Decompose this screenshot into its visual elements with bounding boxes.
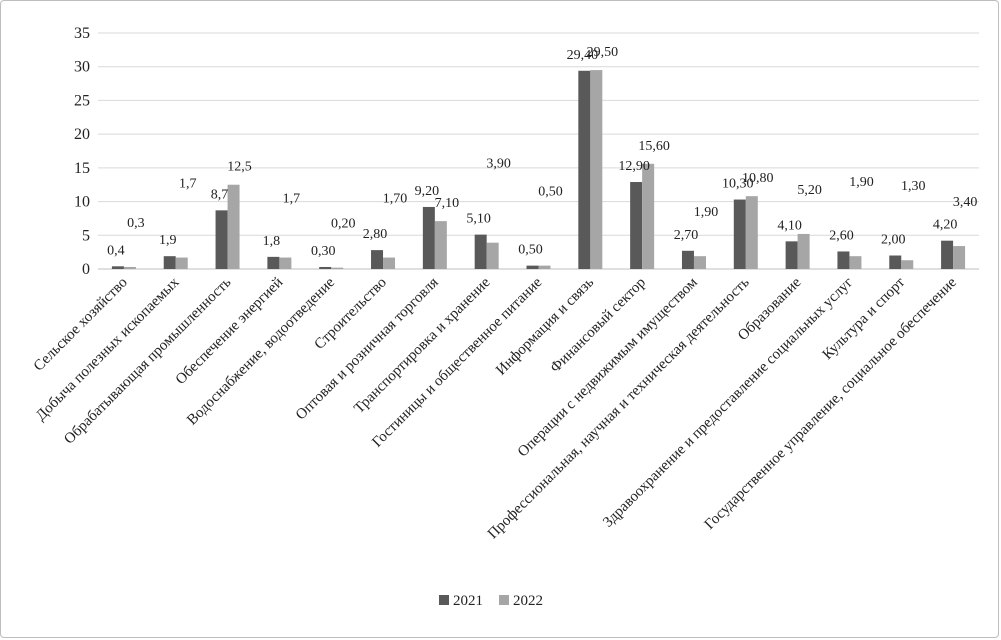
x-category-label: Сельское хозяйство (31, 275, 131, 375)
bar-2022-2 (227, 184, 240, 269)
data-label-2021-15: 2,00 (881, 233, 906, 248)
bar-2022-1 (175, 257, 188, 269)
bar-2022-14 (849, 256, 862, 269)
data-label-2022-14: 1,90 (849, 175, 874, 190)
y-tick-label: 25 (74, 92, 90, 109)
data-label-2021-13: 4,10 (777, 218, 802, 233)
bar-2022-13 (797, 233, 810, 269)
x-category-label: Информация и связь (493, 274, 597, 378)
bar-2021-8 (526, 265, 539, 269)
bar-2022-6 (434, 221, 447, 269)
x-category-label: Операции с недвижимым имуществом (515, 274, 701, 460)
data-label-2021-14: 2,60 (829, 228, 854, 243)
data-label-2021-1: 1,9 (159, 233, 177, 248)
bar-2021-7 (474, 234, 487, 269)
data-label-2022-15: 1,30 (901, 179, 926, 194)
data-label-2021-9: 29,40 (567, 48, 599, 63)
data-label-2022-16: 3,40 (953, 195, 978, 210)
gridlines (98, 32, 979, 270)
x-category-label: Финансовый сектор (547, 275, 649, 377)
y-axis: 0 5 10 15 20 25 30 35 (74, 25, 90, 278)
data-label-2021-11: 2,70 (674, 228, 699, 243)
bar-2021-12 (733, 199, 746, 269)
bar-2021-3 (267, 256, 280, 269)
bar-2022-7 (486, 242, 499, 269)
bar-2021-10 (630, 182, 643, 269)
bar-2022-4 (331, 267, 344, 269)
data-label-2021-8: 0,50 (518, 243, 543, 258)
data-label-2022-2: 12,5 (227, 160, 252, 175)
bar-2021-13 (785, 241, 798, 269)
data-label-2021-2: 8,7 (211, 187, 229, 202)
data-label-2022-13: 5,20 (797, 183, 822, 198)
data-label-2022-0: 0,3 (127, 216, 145, 231)
bar-2021-1 (163, 256, 176, 269)
data-label-2022-8: 0,50 (538, 185, 563, 200)
bar-2022-10 (642, 163, 655, 269)
y-tick-label: 15 (74, 160, 90, 177)
x-category-label: Государственное управление, социальное о… (702, 274, 961, 533)
data-label-2021-12: 10,30 (722, 177, 754, 192)
y-tick-label: 30 (74, 59, 90, 76)
data-label-2021-16: 4,20 (933, 218, 958, 233)
data-label-2022-6: 7,10 (435, 196, 460, 211)
bar-2021-4 (319, 266, 332, 269)
data-label-2022-12: 10,80 (742, 171, 774, 186)
data-label-2021-3: 1,8 (263, 234, 281, 249)
data-label-2021-4: 0,30 (311, 244, 336, 259)
legend-label-2021: 2021 (453, 593, 483, 609)
bar-2022-9 (590, 70, 603, 269)
bar-2022-3 (279, 257, 292, 269)
bar-2021-6 (422, 206, 435, 269)
bar-2022-0 (123, 266, 136, 269)
legend-label-2022: 2022 (513, 593, 543, 609)
data-label-2021-10: 12,90 (618, 159, 650, 174)
data-label-2022-5: 1,70 (383, 192, 408, 207)
data-label-2022-10: 15,60 (638, 139, 670, 154)
bar-2021-9 (578, 70, 591, 269)
bar-2022-11 (693, 256, 706, 269)
x-category-label: Здравоохранение и предоставление социаль… (600, 275, 856, 531)
data-labels: 0,40,3 1,9 1,7 8,7 12,5 1,8 1,7 0,30 0,20 2,80 1,7… (107, 45, 977, 259)
bar-2022-8 (538, 265, 551, 269)
bar-2021-2 (215, 210, 228, 269)
bar-2022-16 (953, 246, 966, 269)
data-label-2021-7: 5,10 (466, 212, 491, 227)
legend-swatch-2022 (499, 595, 509, 605)
bars (111, 70, 966, 269)
data-label-2022-11: 1,90 (694, 205, 719, 220)
data-label-2022-3: 1,7 (283, 192, 301, 207)
y-tick-label: 20 (74, 126, 90, 143)
data-label-2022-7: 3,90 (486, 157, 511, 172)
data-label-2022-9: 29,50 (587, 45, 619, 60)
y-tick-label: 35 (74, 25, 90, 42)
legend-swatch-2021 (439, 595, 449, 605)
y-tick-label: 10 (74, 194, 90, 211)
y-tick-label: 5 (82, 227, 90, 244)
data-label-2021-0: 0,4 (107, 243, 125, 258)
data-label-2021-6: 9,20 (415, 184, 440, 199)
data-label-2022-1: 1,7 (179, 177, 197, 192)
bar-2022-15 (901, 260, 914, 269)
bar-2021-16 (941, 240, 954, 269)
bar-2021-0 (111, 266, 124, 269)
bar-2022-5 (383, 257, 396, 269)
legend: 2021 2022 (439, 593, 543, 609)
bar-2021-14 (837, 251, 850, 269)
data-label-2022-4: 0,20 (331, 217, 356, 232)
bar-2021-11 (681, 250, 694, 269)
bar-2021-15 (889, 255, 902, 269)
data-label-2021-5: 2,80 (363, 227, 388, 242)
bar-2021-5 (371, 250, 384, 269)
bar-2022-12 (745, 196, 758, 269)
y-tick-label: 0 (82, 261, 90, 278)
